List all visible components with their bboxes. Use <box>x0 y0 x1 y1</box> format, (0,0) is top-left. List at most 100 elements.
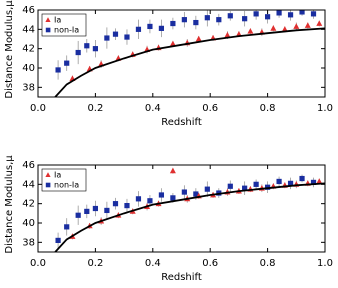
panel: 0.0 0.2 0.4 0.6 0.8 1.0 38 40 42 44 46 Redshift Dist… <box>4 155 333 283</box>
point <box>276 10 282 16</box>
point <box>124 203 130 209</box>
point <box>193 191 199 197</box>
x-tick-label: 0.8 <box>260 103 276 114</box>
x-tick-label: 0.4 <box>145 258 161 269</box>
y-tick-label: 42 <box>22 44 35 55</box>
point <box>158 25 165 31</box>
point <box>75 212 81 218</box>
point <box>84 43 90 49</box>
point <box>135 196 142 202</box>
point <box>169 40 176 47</box>
x-tick-label: 0.4 <box>145 103 161 114</box>
point <box>55 67 61 73</box>
point <box>170 195 176 201</box>
x-tick-label: 0.6 <box>202 258 218 269</box>
point <box>181 189 187 195</box>
y-tick-label: 38 <box>22 82 35 93</box>
y-axis-label: Distance Modulus,μ <box>4 0 15 99</box>
point <box>265 184 271 190</box>
y-tick-label: 44 <box>22 179 35 190</box>
model-curve <box>54 27 325 97</box>
point <box>253 181 259 187</box>
x-tick-label: 0.0 <box>30 258 46 269</box>
point <box>316 20 323 26</box>
legend-marker <box>45 27 51 33</box>
legend-label: Ia <box>54 171 61 180</box>
x-tick-label: 1.0 <box>317 103 333 114</box>
point <box>64 60 70 66</box>
point <box>310 179 317 185</box>
point <box>281 26 288 32</box>
point <box>299 175 305 182</box>
legend-box <box>41 13 87 37</box>
point <box>135 26 142 32</box>
x-tick-label: 0.2 <box>87 258 103 269</box>
point <box>204 186 210 192</box>
x-tick-label: 0.8 <box>260 258 276 269</box>
point <box>265 14 271 20</box>
point <box>247 28 254 34</box>
y-tick-label: 46 <box>22 5 35 16</box>
point <box>204 15 210 21</box>
point <box>227 13 233 19</box>
y-tick-label: 38 <box>22 237 35 248</box>
point <box>276 178 282 185</box>
point <box>181 17 187 23</box>
point <box>64 224 70 230</box>
y-tick-label: 40 <box>22 63 35 74</box>
y-tick-label: 44 <box>22 24 35 35</box>
x-tick-label: 0.6 <box>202 103 218 114</box>
point <box>170 20 176 27</box>
point <box>112 201 119 207</box>
x-tick-label: 1.0 <box>317 258 333 269</box>
legend-marker <box>45 182 51 188</box>
panel: 0.0 0.2 0.4 0.6 0.8 1.0 38 40 42 44 46 Redshift Dist… <box>4 0 333 128</box>
x-axis-label: Redshift <box>161 117 202 128</box>
model-curve <box>54 182 325 252</box>
point <box>75 49 81 56</box>
point <box>224 31 231 38</box>
point <box>158 192 165 198</box>
point <box>242 16 248 22</box>
plot-area <box>54 167 325 252</box>
y-axis-label: Distance Modulus,μ <box>4 155 15 254</box>
point <box>299 10 305 15</box>
point <box>124 34 130 40</box>
point <box>216 17 222 23</box>
point <box>304 22 311 28</box>
point <box>55 237 61 243</box>
point <box>287 180 294 186</box>
point <box>253 11 259 17</box>
point <box>310 11 317 17</box>
point <box>169 167 176 174</box>
legend-label: non-Ia <box>54 181 79 190</box>
point <box>92 46 98 52</box>
point <box>104 207 110 214</box>
point <box>104 35 110 41</box>
point <box>227 183 233 189</box>
x-tick-label: 0.2 <box>87 103 103 114</box>
point <box>193 19 199 26</box>
x-tick-label: 0.0 <box>30 103 46 114</box>
point <box>242 185 248 191</box>
point <box>287 12 294 18</box>
x-axis-label: Redshift <box>161 272 202 283</box>
legend-box <box>41 168 87 192</box>
point <box>293 23 300 29</box>
legend-marker <box>45 172 51 177</box>
point <box>316 178 323 184</box>
point <box>270 25 277 31</box>
point <box>112 31 119 37</box>
y-tick-label: 42 <box>22 199 35 210</box>
legend-marker <box>45 17 51 22</box>
plot-frame <box>37 9 326 98</box>
legend-label: non-Ia <box>54 26 79 35</box>
point <box>147 198 153 204</box>
plot-frame <box>37 164 326 253</box>
point <box>84 208 90 214</box>
point <box>92 205 98 212</box>
point <box>195 35 202 42</box>
plot-area <box>54 10 325 97</box>
point <box>147 23 153 30</box>
